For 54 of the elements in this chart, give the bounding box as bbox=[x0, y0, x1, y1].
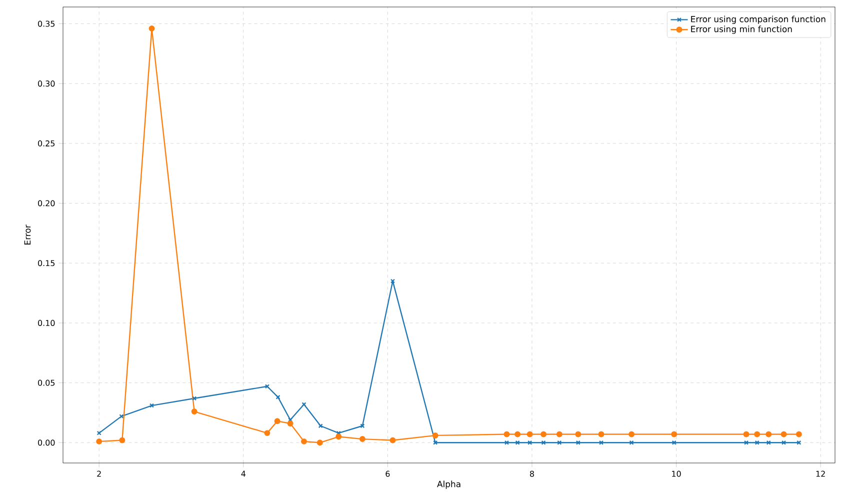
point bbox=[556, 431, 562, 438]
point bbox=[276, 394, 280, 400]
point bbox=[766, 440, 771, 445]
point bbox=[432, 432, 438, 438]
point bbox=[576, 440, 580, 445]
point bbox=[359, 436, 366, 442]
point bbox=[557, 440, 562, 445]
point bbox=[192, 396, 197, 401]
y-axis-title: Error bbox=[24, 224, 31, 244]
point bbox=[796, 431, 802, 438]
point bbox=[360, 424, 365, 428]
point bbox=[119, 437, 126, 444]
point bbox=[540, 431, 547, 438]
point bbox=[598, 440, 604, 445]
point bbox=[504, 431, 510, 438]
point bbox=[301, 438, 307, 444]
point bbox=[274, 418, 280, 424]
point bbox=[390, 437, 396, 444]
legend-label: Error using comparison function bbox=[691, 16, 826, 24]
point bbox=[504, 440, 510, 445]
point bbox=[148, 26, 155, 32]
point bbox=[671, 431, 678, 438]
point bbox=[781, 440, 786, 445]
point bbox=[149, 403, 154, 408]
point bbox=[743, 431, 750, 438]
point bbox=[526, 431, 533, 438]
point bbox=[766, 431, 772, 438]
point bbox=[754, 440, 760, 445]
point bbox=[96, 438, 102, 444]
point bbox=[672, 440, 676, 445]
point bbox=[191, 408, 198, 415]
point bbox=[598, 431, 604, 438]
point bbox=[287, 420, 294, 426]
point bbox=[433, 440, 438, 445]
legend-label: Error using min function bbox=[691, 26, 792, 34]
point bbox=[515, 440, 520, 445]
point bbox=[264, 384, 270, 389]
x-axis-title: Alpha bbox=[437, 480, 460, 489]
point bbox=[575, 431, 582, 438]
point bbox=[302, 402, 306, 407]
point bbox=[629, 440, 634, 445]
point bbox=[628, 431, 635, 438]
point bbox=[316, 440, 323, 446]
point bbox=[754, 431, 760, 438]
point bbox=[780, 431, 787, 438]
point bbox=[514, 431, 521, 438]
point bbox=[119, 414, 124, 419]
point bbox=[336, 434, 342, 440]
point bbox=[318, 424, 323, 428]
point bbox=[528, 440, 532, 445]
point bbox=[744, 440, 749, 445]
point bbox=[264, 430, 270, 436]
point bbox=[541, 440, 546, 445]
point bbox=[390, 278, 396, 284]
